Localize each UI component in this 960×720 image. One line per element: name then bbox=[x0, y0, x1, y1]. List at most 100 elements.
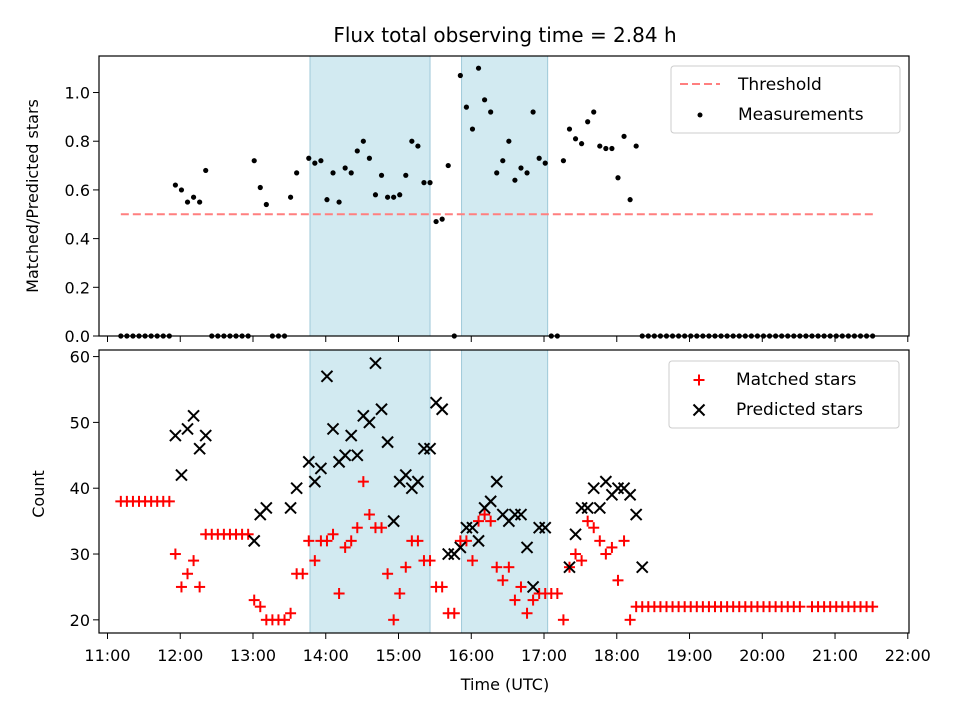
matched-star-point bbox=[551, 588, 563, 600]
predicted-star-point bbox=[593, 501, 607, 515]
bottom-axes-frame bbox=[98, 349, 910, 634]
predicted-star-point bbox=[575, 501, 588, 515]
matched-star-point bbox=[376, 522, 388, 534]
x-tick-label: 19:00 bbox=[666, 646, 712, 665]
top-y-axis-label: Matched/Predicted stars bbox=[23, 99, 42, 293]
matched-star-point bbox=[163, 495, 175, 507]
matched-star-point bbox=[436, 581, 448, 593]
matched-star-point bbox=[388, 614, 400, 626]
predicted-star-point bbox=[611, 482, 625, 495]
marker-stroke bbox=[308, 475, 322, 488]
matched-star-point bbox=[515, 581, 527, 593]
marker-stroke bbox=[399, 468, 412, 482]
matched-star-point bbox=[612, 574, 624, 586]
matched-star-point bbox=[194, 581, 206, 593]
measurement-point bbox=[572, 136, 579, 142]
predicted-star-point bbox=[636, 560, 649, 574]
y-tick-label: 40 bbox=[70, 479, 90, 498]
legend-x-marker bbox=[692, 403, 706, 417]
x-tick-label: 11:00 bbox=[84, 646, 130, 665]
matched-star-point bbox=[333, 588, 345, 600]
measurement-point bbox=[384, 194, 391, 200]
bottom-y-ticks: 20 30 40 50 60 bbox=[70, 348, 99, 630]
top-axes-frame bbox=[98, 55, 910, 337]
measurement-point bbox=[378, 172, 385, 178]
matched-star-point bbox=[297, 568, 309, 580]
matched-star-point bbox=[285, 607, 297, 619]
chart-title: Flux total observing time = 2.84 h bbox=[333, 23, 676, 47]
marker-stroke bbox=[617, 482, 631, 495]
predicted-star-point bbox=[169, 429, 182, 442]
predicted-star-point bbox=[351, 449, 364, 462]
shaded-regions bbox=[309, 349, 549, 634]
marker-stroke bbox=[187, 409, 200, 423]
marker-stroke bbox=[490, 475, 503, 488]
x-tick-label: 18:00 bbox=[594, 646, 640, 665]
predicted-star-point bbox=[320, 370, 334, 383]
measurement-point bbox=[488, 109, 494, 115]
measurement-point bbox=[457, 72, 463, 79]
y-tick-label: 0.6 bbox=[65, 181, 90, 200]
measurement-point bbox=[439, 216, 445, 222]
measurement-point bbox=[597, 143, 603, 149]
predicted-star-point bbox=[587, 482, 600, 495]
measurement-point bbox=[312, 160, 318, 166]
matched-star-point bbox=[479, 509, 491, 521]
measurement-point bbox=[469, 126, 476, 132]
matched-star-point bbox=[351, 522, 363, 534]
predicted-star-point bbox=[581, 501, 594, 515]
matched-star-point bbox=[794, 601, 806, 613]
measurement-point bbox=[603, 145, 609, 152]
marker-stroke bbox=[569, 528, 582, 541]
y-tick-label: 0.8 bbox=[65, 132, 90, 151]
predicted-star-point bbox=[338, 449, 352, 462]
measurement-point bbox=[397, 192, 403, 198]
shaded-regions bbox=[309, 55, 549, 337]
measurement-point bbox=[203, 167, 209, 174]
matched-star-point bbox=[473, 515, 485, 527]
measurement-point bbox=[184, 199, 191, 205]
x-tick-label: 16:00 bbox=[448, 646, 494, 665]
matched-star-point bbox=[382, 568, 394, 580]
matched-star-point bbox=[503, 561, 515, 573]
x-tick-label: 12:00 bbox=[157, 646, 203, 665]
predicted-star-point bbox=[175, 468, 188, 482]
measurement-point bbox=[475, 65, 482, 71]
measurement-point bbox=[372, 192, 379, 198]
predicted-legend-swatch bbox=[692, 403, 706, 417]
measurement-point bbox=[463, 104, 470, 110]
measurement-point bbox=[585, 119, 591, 125]
matched-star-point bbox=[424, 555, 436, 567]
matched-star-point bbox=[400, 561, 412, 573]
top-panel: Flux total observing time = 2.84 h 0.0 0.… bbox=[23, 23, 910, 346]
marker-stroke bbox=[411, 475, 425, 488]
measurement-point bbox=[481, 97, 488, 103]
matched-legend-label: Matched stars bbox=[736, 370, 856, 390]
measurement-point bbox=[336, 199, 342, 205]
predicted-star-point bbox=[599, 475, 613, 488]
measurement-point bbox=[433, 218, 439, 225]
x-tick-label: 14:00 bbox=[303, 646, 349, 665]
marker-stroke bbox=[175, 468, 188, 482]
y-tick-label: 30 bbox=[70, 545, 90, 564]
measurement-point bbox=[500, 158, 506, 164]
measurement-point bbox=[518, 165, 524, 171]
marker-stroke bbox=[248, 534, 261, 548]
marker-stroke bbox=[387, 514, 400, 528]
y-tick-label: 0.0 bbox=[65, 327, 90, 346]
marker-stroke bbox=[435, 403, 449, 416]
predicted-star-point bbox=[290, 482, 303, 495]
predicted-star-point bbox=[199, 429, 212, 442]
measurement-point bbox=[633, 143, 639, 149]
matched-star-point bbox=[303, 535, 315, 547]
measurement-point bbox=[427, 180, 433, 186]
top-x-ticks bbox=[106, 336, 909, 342]
measurement-point bbox=[360, 138, 366, 144]
y-tick-label: 50 bbox=[70, 413, 90, 432]
marker-stroke bbox=[629, 508, 643, 521]
x-tick-label: 20:00 bbox=[739, 646, 785, 665]
measurement-point bbox=[530, 109, 536, 115]
measurement-point bbox=[566, 126, 573, 132]
predicted-star-point bbox=[399, 468, 412, 482]
matched-star-point bbox=[521, 607, 533, 619]
